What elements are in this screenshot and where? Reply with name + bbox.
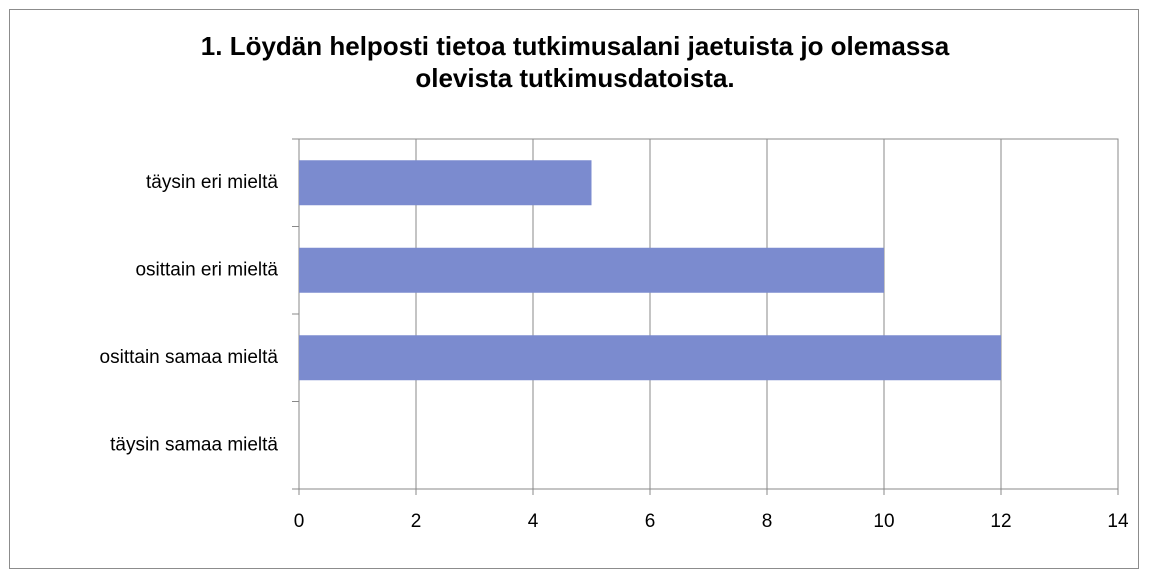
x-tick-label: 0 bbox=[294, 511, 305, 532]
y-tick-label: osittain samaa mieltä bbox=[100, 347, 279, 368]
bar bbox=[299, 247, 884, 293]
x-tick-label: 10 bbox=[873, 511, 894, 532]
y-tick-label: osittain eri mieltä bbox=[135, 259, 278, 280]
page: {"chart_data": {"type": "bar", "orientat… bbox=[9, 9, 1139, 569]
x-tick-label: 4 bbox=[528, 511, 539, 532]
x-tick-label: 6 bbox=[645, 511, 656, 532]
x-tick-label: 2 bbox=[411, 511, 422, 532]
x-tick-label: 12 bbox=[990, 511, 1011, 532]
chart: 0 2 4 6 8 10 12 14 täysin eri mieltä osittain eri… bbox=[100, 138, 1129, 532]
bar bbox=[299, 160, 592, 206]
bar bbox=[299, 335, 1001, 381]
x-tick-label: 8 bbox=[762, 511, 773, 532]
x-tick-label: 14 bbox=[1107, 511, 1129, 532]
y-tick-label: täysin eri mieltä bbox=[146, 172, 278, 193]
chart-title: 1. Löydän helposti tietoa tutkimusalani … bbox=[200, 31, 950, 93]
y-tick-label: täysin samaa mieltä bbox=[110, 434, 278, 455]
